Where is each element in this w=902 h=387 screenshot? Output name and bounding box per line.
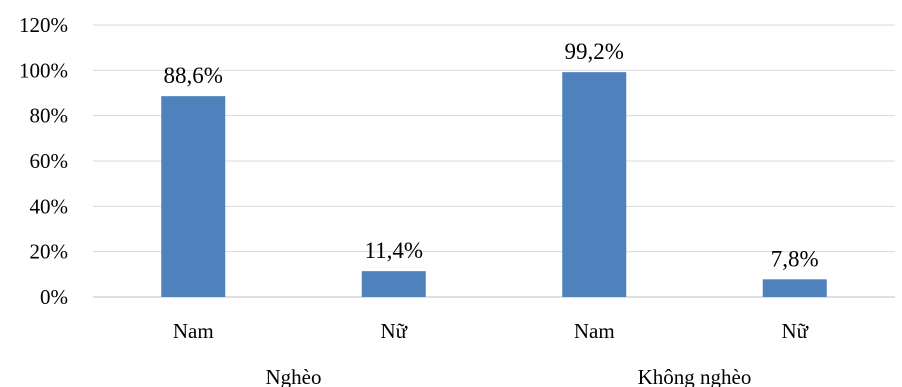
x-axis-groups: Nghèo Không nghèo — [266, 365, 752, 387]
y-tick-label: 60% — [30, 149, 69, 173]
bar — [762, 279, 827, 297]
category-label: Nam — [173, 319, 214, 343]
bar — [161, 96, 226, 297]
gridlines — [93, 24, 895, 298]
category-label: Nữ — [781, 319, 808, 343]
y-tick-label: 20% — [30, 240, 69, 264]
data-label: 7,8% — [771, 246, 819, 271]
y-tick-label: 0% — [40, 285, 68, 309]
y-tick-label: 100% — [19, 58, 68, 82]
category-label: Nam — [574, 319, 615, 343]
y-axis-ticks: 0% 20% 40% 60% 80% 100% 120% — [19, 13, 68, 309]
group-label: Không nghèo — [638, 365, 752, 387]
data-label: 88,6% — [164, 63, 223, 88]
y-tick-label: 120% — [19, 13, 68, 37]
bars — [161, 72, 827, 297]
group-label: Nghèo — [266, 365, 322, 387]
data-labels: 88,6% 11,4% 99,2% 7,8% — [164, 39, 819, 271]
bar — [361, 271, 426, 297]
bar — [562, 72, 627, 297]
y-tick-label: 80% — [30, 104, 69, 128]
data-label: 11,4% — [364, 238, 423, 263]
x-axis-categories: Nam Nữ Nam Nữ — [173, 319, 809, 343]
data-label: 99,2% — [565, 39, 624, 64]
category-label: Nữ — [380, 319, 407, 343]
y-tick-label: 40% — [30, 194, 69, 218]
